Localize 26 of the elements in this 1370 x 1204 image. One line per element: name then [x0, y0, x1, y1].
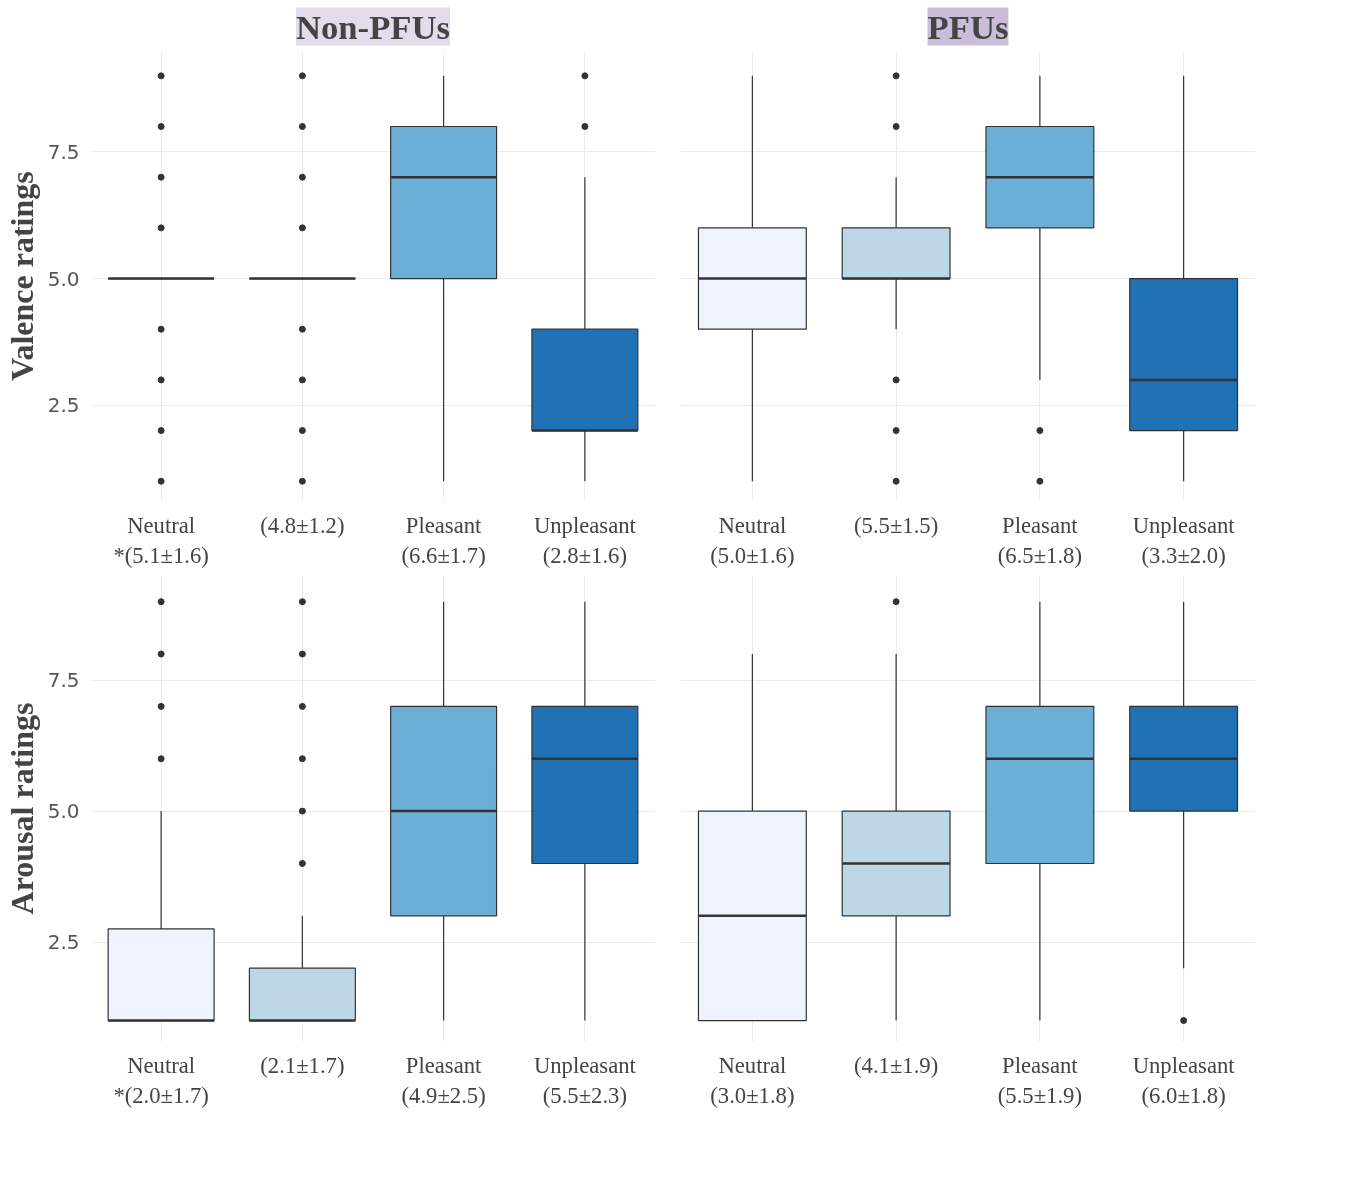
- y-tick-label: 7.5: [47, 139, 80, 164]
- y-tick-label: 2.5: [47, 393, 80, 418]
- chart-title: Non-PFUs: [295, 7, 451, 46]
- y-tick-label: 2.5: [47, 930, 80, 955]
- y-tick-label: 7.5: [47, 668, 80, 693]
- y-tick-label: 5.0: [47, 266, 80, 291]
- x-tick-label: Unpleasant (3.3±2.0): [1132, 512, 1236, 568]
- x-tick-label: Neutral *(2.0±1.7): [113, 1052, 209, 1108]
- x-tick-label: Neutral *(5.1±1.6): [113, 512, 209, 568]
- x-tick-label: (4.8±1.2): [260, 512, 345, 538]
- x-tick-label: Pleasant (6.6±1.7): [401, 512, 486, 568]
- x-tick-label: (4.1±1.9): [854, 1052, 939, 1078]
- y-axis-title: Arousal ratings: [3, 702, 40, 915]
- x-tick-label: Pleasant (4.9±2.5): [401, 1052, 486, 1108]
- x-tick-label: Unpleasant (5.5±2.3): [533, 1052, 637, 1108]
- y-axis-title: Valence ratings: [3, 171, 40, 381]
- x-tick-label: Unpleasant (6.0±1.8): [1132, 1052, 1236, 1108]
- y-tick-label: 5.0: [47, 799, 80, 824]
- x-tick-label: Neutral (3.0±1.8): [710, 1052, 795, 1108]
- chart-title: PFUs: [927, 7, 1009, 46]
- x-tick-label: Pleasant (5.5±1.9): [997, 1052, 1082, 1108]
- x-tick-label: (5.5±1.5): [854, 512, 939, 538]
- x-tick-label: (2.1±1.7): [260, 1052, 345, 1078]
- x-tick-label: Unpleasant (2.8±1.6): [533, 512, 637, 568]
- x-tick-label: Neutral (5.0±1.6): [710, 512, 795, 568]
- x-tick-label: Pleasant (6.5±1.8): [997, 512, 1082, 568]
